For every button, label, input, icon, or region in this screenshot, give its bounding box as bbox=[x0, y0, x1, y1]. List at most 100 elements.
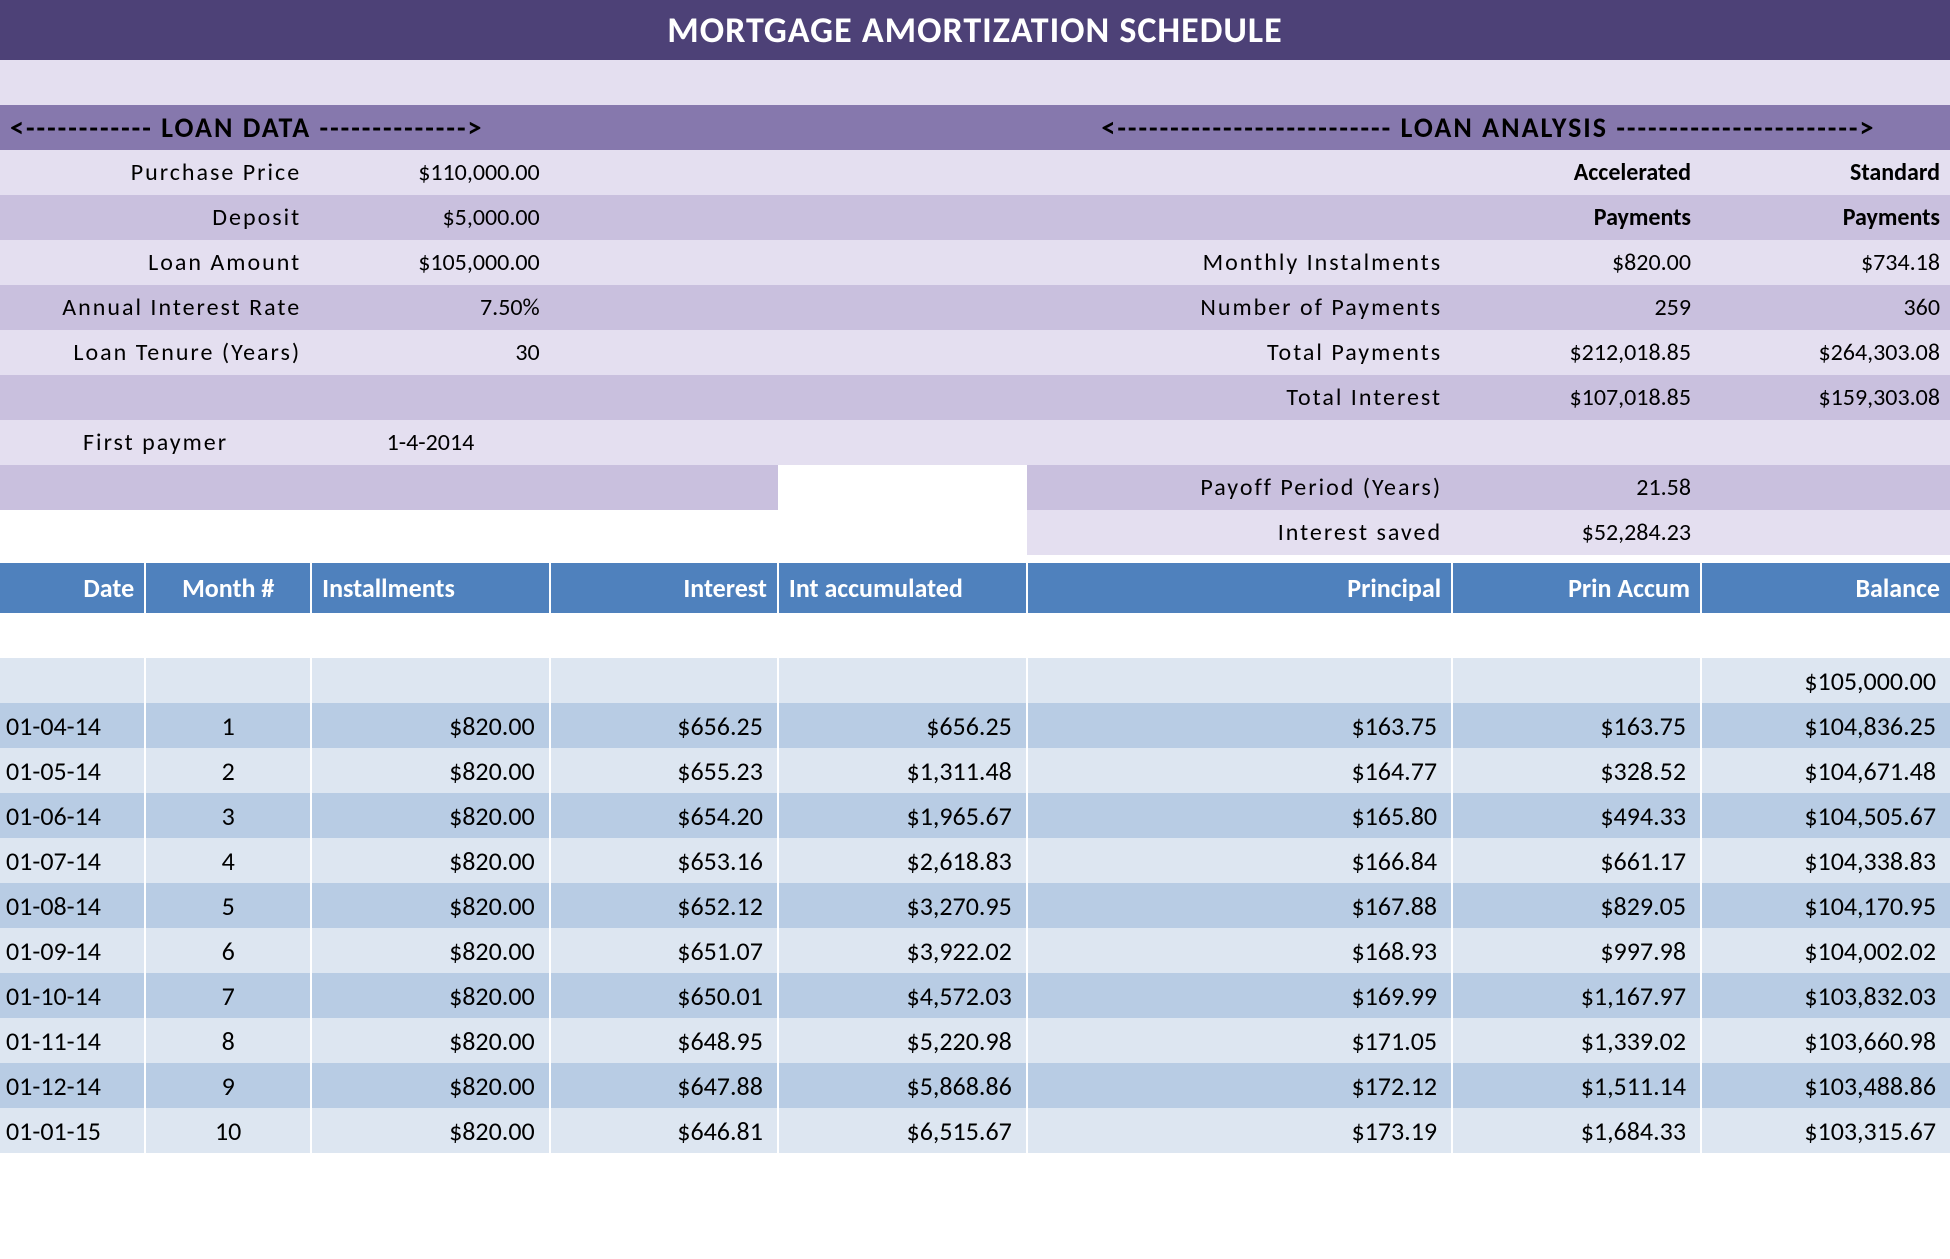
col-header-principal: Principal bbox=[1027, 563, 1452, 613]
spacer bbox=[311, 510, 550, 555]
cell-prin-accum: $1,167.97 bbox=[1452, 973, 1701, 1018]
cell-balance: $104,170.95 bbox=[1701, 883, 1950, 928]
cell-installment: $820.00 bbox=[311, 1018, 550, 1063]
spacer bbox=[778, 375, 1027, 420]
cell-installment: $820.00 bbox=[311, 748, 550, 793]
cell-balance: $104,671.48 bbox=[1701, 748, 1950, 793]
table-row: 01-06-143$820.00$654.20$1,965.67$165.80$… bbox=[0, 793, 1950, 838]
cell-interest: $650.01 bbox=[550, 973, 778, 1018]
cell-balance: $104,836.25 bbox=[1701, 703, 1950, 748]
cell-int-accum: $1,965.67 bbox=[778, 793, 1027, 838]
cell-interest: $654.20 bbox=[550, 793, 778, 838]
cell-installment: $820.00 bbox=[311, 838, 550, 883]
table-row: 01-11-148$820.00$648.95$5,220.98$171.05$… bbox=[0, 1018, 1950, 1063]
cell-balance: $104,002.02 bbox=[1701, 928, 1950, 973]
cell-empty bbox=[1027, 658, 1452, 703]
loan-data-label: Purchase Price bbox=[0, 150, 311, 195]
cell-date: 01-09-14 bbox=[0, 928, 145, 973]
cell-month: 10 bbox=[145, 1108, 311, 1153]
cell-int-accum: $3,270.95 bbox=[778, 883, 1027, 928]
col-header-balance: Balance bbox=[1701, 563, 1950, 613]
amortization-table: Date Month # Installments Interest Int a… bbox=[0, 563, 1950, 1153]
cell-prin-accum: $163.75 bbox=[1452, 703, 1701, 748]
cell-month: 2 bbox=[145, 748, 311, 793]
cell-interest: $651.07 bbox=[550, 928, 778, 973]
summary-table: <------------ LOAN DATA --------------> … bbox=[0, 60, 1950, 555]
spacer bbox=[778, 240, 1027, 285]
loan-data-value: 7.50% bbox=[311, 285, 550, 330]
loan-data-label: Deposit bbox=[0, 195, 311, 240]
spacer bbox=[550, 330, 778, 375]
cell-empty bbox=[1452, 658, 1701, 703]
cell-int-accum: $4,572.03 bbox=[778, 973, 1027, 1018]
loan-data-label bbox=[0, 375, 311, 420]
cell-empty bbox=[778, 658, 1027, 703]
cell-month: 9 bbox=[145, 1063, 311, 1108]
spacer bbox=[778, 510, 1027, 555]
cell-interest: $646.81 bbox=[550, 1108, 778, 1153]
cell-prin-accum: $829.05 bbox=[1452, 883, 1701, 928]
cell-date: 01-04-14 bbox=[0, 703, 145, 748]
cell-interest: $655.23 bbox=[550, 748, 778, 793]
spacer bbox=[0, 613, 1950, 658]
cell-installment: $820.00 bbox=[311, 1108, 550, 1153]
spacer bbox=[778, 465, 1027, 510]
loan-data-label: Loan Tenure (Years) bbox=[0, 330, 311, 375]
cell-date: 01-08-14 bbox=[0, 883, 145, 928]
analysis-row-label bbox=[1027, 420, 1452, 465]
cell-empty bbox=[550, 658, 778, 703]
col-header-prin-accum: Prin Accum bbox=[1452, 563, 1701, 613]
analysis-std-value bbox=[1701, 510, 1950, 555]
cell-installment: $820.00 bbox=[311, 883, 550, 928]
analysis-std-value: 360 bbox=[1701, 285, 1950, 330]
cell-prin-accum: $1,511.14 bbox=[1452, 1063, 1701, 1108]
cell-interest: $652.12 bbox=[550, 883, 778, 928]
loan-data-value: 1-4-2014 bbox=[311, 420, 550, 465]
cell-interest: $653.16 bbox=[550, 838, 778, 883]
cell-balance: $105,000.00 bbox=[1701, 658, 1950, 703]
cell-principal: $163.75 bbox=[1027, 703, 1452, 748]
cell-month: 7 bbox=[145, 973, 311, 1018]
cell-principal: $167.88 bbox=[1027, 883, 1452, 928]
spacer bbox=[1027, 150, 1452, 195]
cell-installment: $820.00 bbox=[311, 793, 550, 838]
cell-interest: $648.95 bbox=[550, 1018, 778, 1063]
cell-date: 01-12-14 bbox=[0, 1063, 145, 1108]
analysis-std-value: $159,303.08 bbox=[1701, 375, 1950, 420]
spacer bbox=[550, 375, 778, 420]
cell-installment: $820.00 bbox=[311, 928, 550, 973]
cell-prin-accum: $997.98 bbox=[1452, 928, 1701, 973]
loan-data-label: Annual Interest Rate bbox=[0, 285, 311, 330]
cell-date: 01-01-15 bbox=[0, 1108, 145, 1153]
col-header-int-accum: Int accumulated bbox=[778, 563, 1027, 613]
table-row: 01-12-149$820.00$647.88$5,868.86$172.12$… bbox=[0, 1063, 1950, 1108]
analysis-accel-value: $107,018.85 bbox=[1452, 375, 1701, 420]
cell-interest: $647.88 bbox=[550, 1063, 778, 1108]
cell-month: 5 bbox=[145, 883, 311, 928]
col-header-date: Date bbox=[0, 563, 145, 613]
cell-balance: $103,832.03 bbox=[1701, 973, 1950, 1018]
cell-date: 01-10-14 bbox=[0, 973, 145, 1018]
page-title: MORTGAGE AMORTIZATION SCHEDULE bbox=[0, 0, 1950, 60]
loan-data-label: Loan Amount bbox=[0, 240, 311, 285]
spacer bbox=[550, 510, 778, 555]
cell-principal: $171.05 bbox=[1027, 1018, 1452, 1063]
cell-int-accum: $5,868.86 bbox=[778, 1063, 1027, 1108]
analysis-accel-value: $820.00 bbox=[1452, 240, 1701, 285]
cell-principal: $169.99 bbox=[1027, 973, 1452, 1018]
analysis-row-label: Total Payments bbox=[1027, 330, 1452, 375]
cell-month: 1 bbox=[145, 703, 311, 748]
cell-prin-accum: $494.33 bbox=[1452, 793, 1701, 838]
cell-month: 4 bbox=[145, 838, 311, 883]
loan-data-value: $110,000.00 bbox=[311, 150, 550, 195]
cell-empty bbox=[311, 658, 550, 703]
cell-date: 01-05-14 bbox=[0, 748, 145, 793]
spacer bbox=[778, 105, 1027, 150]
analysis-accel-value: 259 bbox=[1452, 285, 1701, 330]
spacer bbox=[0, 510, 311, 555]
cell-installment: $820.00 bbox=[311, 973, 550, 1018]
loan-data-value: $105,000.00 bbox=[311, 240, 550, 285]
table-row: 01-01-1510$820.00$646.81$6,515.67$173.19… bbox=[0, 1108, 1950, 1153]
spacer bbox=[550, 105, 778, 150]
cell-month: 6 bbox=[145, 928, 311, 973]
